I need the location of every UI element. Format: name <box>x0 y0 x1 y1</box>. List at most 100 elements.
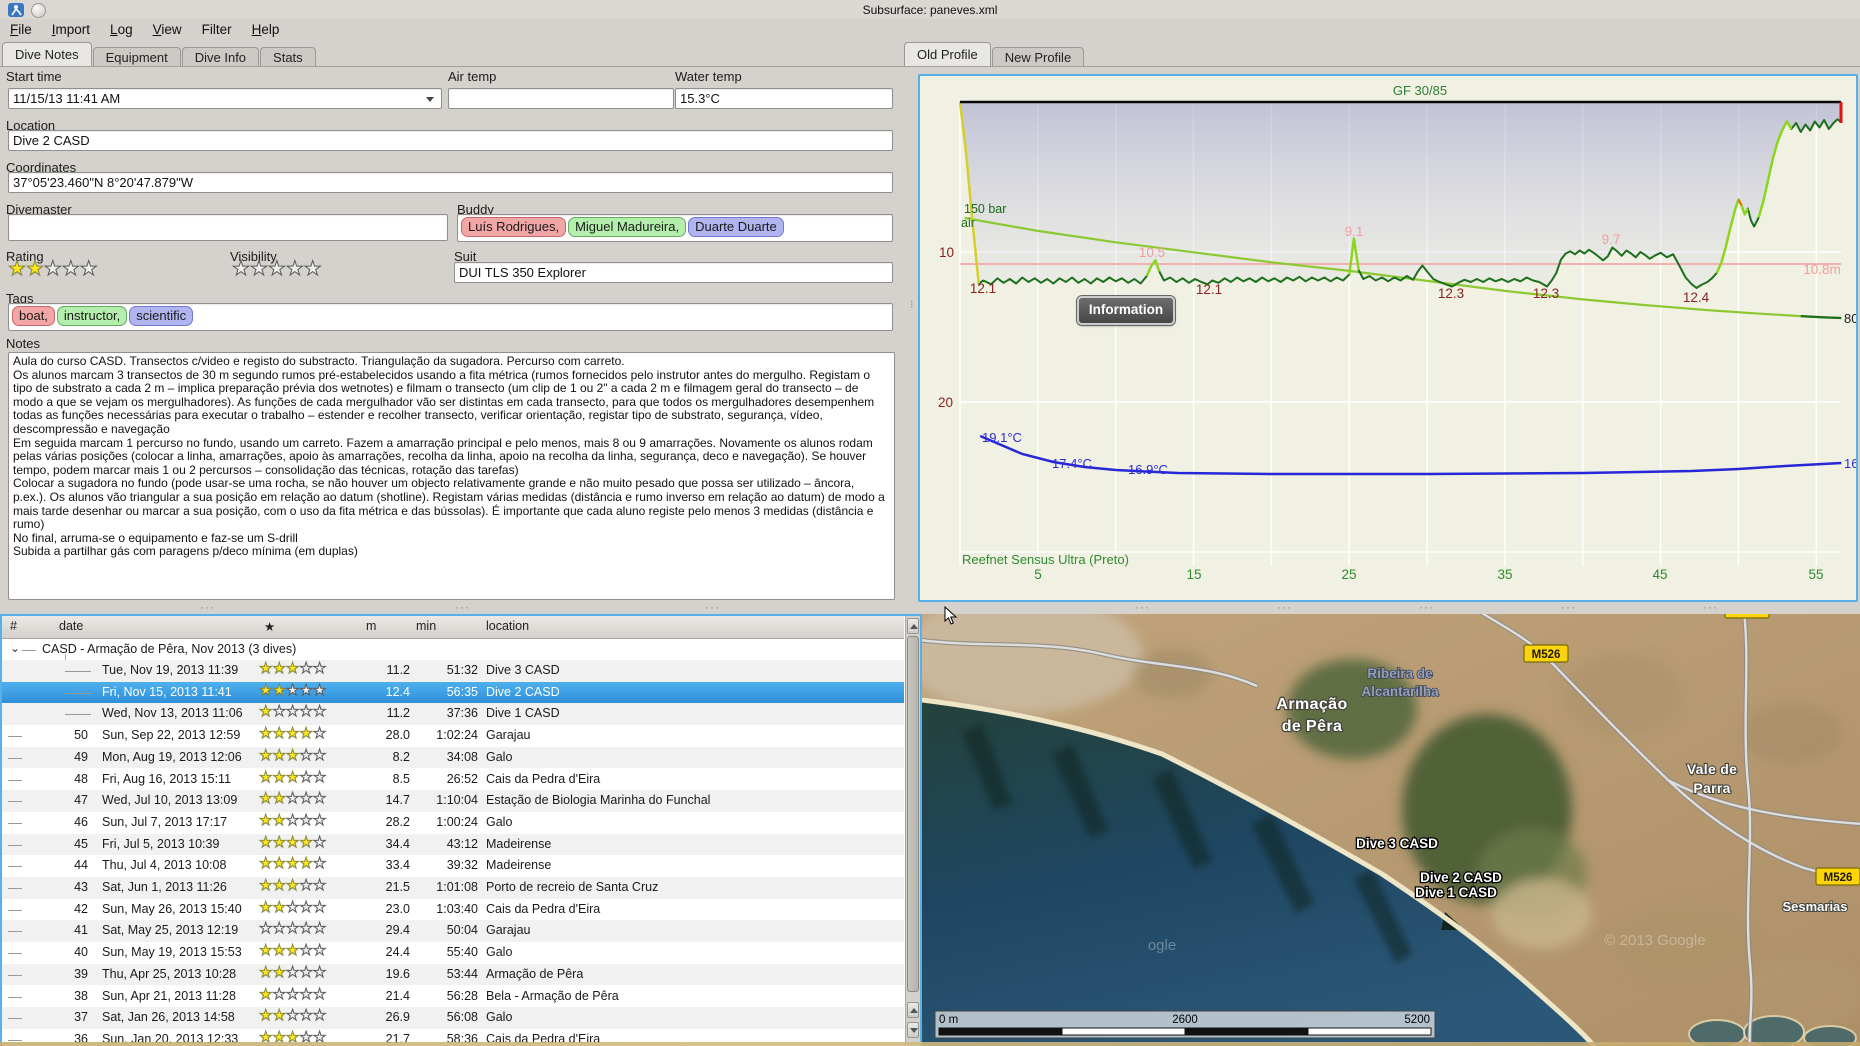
column-header-3[interactable]: m <box>366 619 377 633</box>
column-header-4[interactable]: min <box>416 619 437 633</box>
tray-icon[interactable] <box>31 3 46 18</box>
buddy-chip[interactable]: Miguel Madureira, <box>568 217 687 237</box>
dive-row[interactable]: 43 Sat, Jun 1, 2013 11:26 ★★★★★ 21.5 1:01:08… <box>2 877 904 899</box>
tag-chip[interactable]: boat, <box>12 306 55 326</box>
dive-row[interactable]: 50 Sun, Sep 22, 2013 12:59 ★★★★★ 28.0 1:02:2… <box>2 725 904 747</box>
tab-stats[interactable]: Stats <box>260 47 316 67</box>
dive-row[interactable]: 38 Sun, Apr 21, 2013 11:28 ★★★★★ 21.4 56:28 B… <box>2 985 904 1008</box>
dive-trip-group-row[interactable]: ⌄ CASD - Armação de Pêra, Nov 2013 (3 div… <box>2 639 904 661</box>
rating-stars[interactable]: ★★★★★ <box>8 259 99 280</box>
dive-location: Estação de Biologia Marinha do Funchal <box>486 793 711 808</box>
dive-number: 43 <box>74 880 88 894</box>
star-icon: ★ <box>258 877 273 894</box>
dive-row[interactable]: 48 Fri, Aug 16, 2013 15:11 ★★★★★ 8.5 26:52 Ca… <box>2 768 904 791</box>
dive-site-label[interactable]: Dive 3 CASD <box>1355 835 1440 853</box>
scroll-down-button[interactable] <box>907 1022 919 1038</box>
tag-chip[interactable]: scientific <box>129 306 194 326</box>
star-icon: ★ <box>299 681 313 699</box>
tab-dive-info[interactable]: Dive Info <box>181 47 260 67</box>
tags-field[interactable]: boat, instructor, scientific <box>8 303 893 331</box>
buddy-field[interactable]: Luís Rodrigues, Miguel Madureira, Duarte D… <box>457 214 893 242</box>
dive-location: Dive 3 CASD <box>486 663 560 677</box>
air-temp-label: Air temp <box>448 69 497 84</box>
menu-filter[interactable]: Filter <box>201 22 232 37</box>
dive-duration: 55:40 <box>446 945 478 960</box>
dive-row[interactable]: 39 Thu, Apr 25, 2013 10:28 ★★★★★ 19.6 53:44 A… <box>2 963 904 986</box>
map-label: Armação <box>1276 696 1347 713</box>
dive-row[interactable]: Tue, Nov 19, 2013 11:39 ★★★★★ 11.2 51:32 Div… <box>2 660 904 682</box>
trip-group-label: CASD - Armação de Pêra, Nov 2013 (3 dive… <box>42 642 297 656</box>
star-icon: ★ <box>299 811 313 829</box>
suit-field[interactable]: DUI TLS 350 Explorer <box>454 262 893 283</box>
menu-import[interactable]: Import <box>51 22 91 37</box>
star-icon: ★ <box>312 877 327 894</box>
vertical-splitter[interactable]: ⁝ <box>910 299 913 311</box>
dive-site-label[interactable]: Dive 2 CASD <box>1419 869 1504 887</box>
map-label: Alcantarilha <box>1361 684 1439 699</box>
dive-site-label[interactable]: Dive 1 CASD <box>1414 884 1499 902</box>
star-icon: ★ <box>285 703 300 721</box>
buddy-chip[interactable]: Duarte Duarte <box>688 217 784 237</box>
dive-row[interactable]: 49 Mon, Aug 19, 2013 12:06 ★★★★★ 8.2 34:08 Ga… <box>2 746 904 769</box>
dive-row[interactable]: Wed, Nov 13, 2013 11:06 ★★★★★ 11.2 37:36 Div… <box>2 703 904 726</box>
water-temp-field[interactable]: 15.3°C <box>675 88 893 109</box>
dive-site-map[interactable]: M526 M526 M124 Armação de Pêra Ribeira de Alc… <box>922 614 1860 1046</box>
tab-new-profile[interactable]: New Profile <box>991 47 1085 67</box>
scroll-up-button-2[interactable] <box>907 1002 919 1018</box>
dive-depth: 19.6 <box>385 966 410 981</box>
tab-old-profile[interactable]: Old Profile <box>904 42 991 66</box>
location-field[interactable]: Dive 2 CASD <box>8 130 893 151</box>
dive-depth: 11.2 <box>386 706 410 721</box>
visibility-stars[interactable]: ★★★★★ <box>232 258 323 280</box>
dive-location: Madeirense <box>486 836 552 851</box>
coordinates-field[interactable]: 37°05'23.460"N 8°20'47.879"W <box>8 172 893 193</box>
dive-row[interactable]: 44 Thu, Jul 4, 2013 10:08 ★★★★★ 33.4 39:32 Ma… <box>2 855 904 877</box>
divemaster-field[interactable] <box>8 214 448 241</box>
dive-row[interactable]: 47 Wed, Jul 10, 2013 13:09 ★★★★★ 14.7 1:10:0… <box>2 790 904 812</box>
horizontal-splitter[interactable]: ··· ··· ··· ··· ··· ··· ··· ··· <box>0 600 1860 614</box>
star-icon: ★ <box>299 768 313 786</box>
column-header-1[interactable]: date <box>59 619 84 633</box>
tag-chip[interactable]: instructor, <box>56 306 128 326</box>
dive-location: Galo <box>486 749 513 764</box>
map-beach <box>922 697 1596 1046</box>
column-header-0[interactable]: # <box>10 619 17 633</box>
star-icon: ★ <box>258 855 273 873</box>
start-time-combobox[interactable]: 11/15/13 11:41 AM <box>8 88 442 109</box>
dive-row[interactable]: 46 Sun, Jul 7, 2013 17:17 ★★★★★ 28.2 1:00:24… <box>2 811 904 834</box>
dive-row[interactable]: 42 Sun, May 26, 2013 15:40 ★★★★★ 23.0 1:03:4… <box>2 898 904 921</box>
dive-row[interactable]: 37 Sat, Jan 26, 2013 14:58 ★★★★★ 26.9 56:08 G… <box>2 1007 904 1029</box>
air-temp-field[interactable] <box>448 88 674 109</box>
menu-file[interactable]: File <box>10 22 32 37</box>
star-icon: ★ <box>272 768 286 786</box>
scroll-up-button[interactable] <box>907 618 919 634</box>
collapse-caret-icon[interactable]: ⌄ <box>10 641 21 655</box>
dive-row[interactable]: 41 Sat, May 25, 2013 12:19 ★★★★★ 29.4 50:04 G… <box>2 920 904 943</box>
tab-equipment[interactable]: Equipment <box>92 47 181 67</box>
dive-list-rows: ⌄ CASD - Armação de Pêra, Nov 2013 (3 div… <box>2 616 904 1044</box>
column-header-2[interactable]: ★ <box>264 620 276 634</box>
app-logo-icon <box>8 3 24 17</box>
information-tooltip-button[interactable]: Information <box>1077 296 1175 325</box>
dive-row[interactable]: 45 Fri, Jul 5, 2013 10:39 ★★★★★ 34.4 43:12 Ma… <box>2 833 904 856</box>
notes-textarea[interactable]: Aula do curso CASD. Transectos c/video e… <box>8 352 895 600</box>
buddy-chip[interactable]: Luís Rodrigues, <box>461 217 567 237</box>
dive-row[interactable]: 40 Sun, May 19, 2013 15:53 ★★★★★ 24.4 55:40 G… <box>2 942 904 964</box>
tab-dive-notes[interactable]: Dive Notes <box>2 42 92 66</box>
dive-duration: 58:36 <box>446 1031 478 1044</box>
column-header-5[interactable]: location <box>486 619 530 633</box>
menu-view[interactable]: View <box>152 22 182 37</box>
dive-list-header[interactable]: # date ★ m min location <box>2 616 904 639</box>
menu-help[interactable]: Help <box>251 22 280 37</box>
dive-rating: ★★★★★ <box>258 661 326 677</box>
menu-log[interactable]: Log <box>110 22 133 37</box>
scrollbar-thumb[interactable] <box>907 636 919 992</box>
star-icon: ★ <box>312 920 327 938</box>
dive-list-scrollbar[interactable] <box>905 616 920 1046</box>
dive-row[interactable]: 36 Sun, Jan 20, 2013 12:33 ★★★★★ 21.7 58:36 C… <box>2 1028 904 1044</box>
dive-date: Sat, Jan 26, 2013 14:58 <box>102 1010 235 1025</box>
star-icon: ★ <box>232 258 251 280</box>
star-icon: ★ <box>285 768 300 786</box>
dive-row[interactable]: Fri, Nov 15, 2013 11:41 ★★★★★ 12.4 56:35 Div… <box>2 681 904 704</box>
